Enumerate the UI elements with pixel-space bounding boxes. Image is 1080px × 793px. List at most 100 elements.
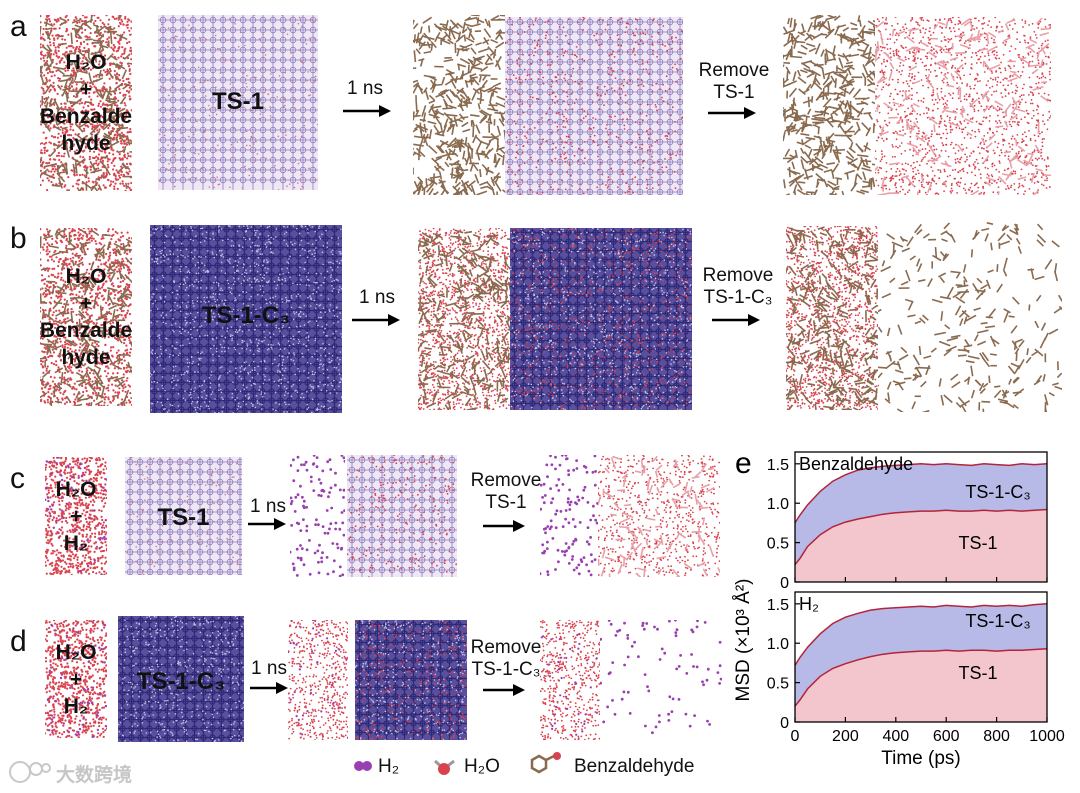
snapshot-graphic [775, 225, 885, 419]
snapshot-graphic [867, 16, 1058, 202]
series-line [794, 463, 1048, 524]
snapshot-graphic [354, 619, 468, 741]
chart-x-axis-label: Time (ps) [881, 748, 961, 769]
time-label-c: 1 ns [240, 496, 296, 518]
sim-before-a [404, 14, 511, 203]
panel-letter-d: d [10, 625, 27, 659]
y-tick-label: 1.5 [767, 457, 789, 474]
series-label: TS-1-C₃ [965, 611, 1030, 631]
arrow-d1 [250, 681, 288, 695]
snapshot-graphic [708, 107, 756, 119]
series-label: TS-1-C₃ [965, 482, 1030, 502]
time-label-a: 1 ns [330, 78, 400, 100]
zeolite-box-a [157, 14, 319, 191]
x-tick-label: 0 [791, 728, 800, 745]
arrow-a2 [708, 106, 756, 120]
snapshot-graphic [117, 615, 245, 743]
watermark-logo-icon [9, 761, 51, 783]
remove-line: Remove [465, 637, 547, 659]
sim-before-c [288, 454, 347, 578]
h2-molecule-icon [354, 761, 372, 771]
result-benz-a [775, 14, 883, 206]
remove-line: Remove [465, 470, 547, 492]
series-line [794, 508, 1048, 566]
solvent-label-a: H₂O + Benzalde hyde [40, 15, 132, 191]
snapshot-graphic [248, 518, 286, 530]
result-water-b [775, 225, 885, 419]
result-benz-b [870, 222, 1066, 417]
series-area [795, 648, 1047, 722]
snapshot-graphic [404, 14, 511, 203]
snapshot-graphic [504, 16, 684, 196]
subplot-title: H₂ [799, 594, 819, 614]
remove-label-c: Remove TS-1 [465, 470, 547, 514]
snapshot-graphic [124, 456, 244, 576]
solvent-line: H₂ [64, 693, 89, 720]
x-tick-label: 800 [983, 728, 1010, 745]
snapshot-graphic [509, 227, 693, 411]
chart-panel-letter: e [735, 447, 752, 480]
zeolite-box-d [117, 615, 245, 743]
chart-subplot-0: TS-1-C₃ TS-1 Benzaldehyde 0 0.5 1.0 1.5 [767, 451, 1048, 592]
zeolite-label-b: TS-1-C₃ [150, 302, 342, 330]
result-h2-d [599, 618, 723, 740]
zeolite-label-a: TS-1 [158, 88, 318, 116]
solvent-label-c: H₂O + H₂ [45, 457, 107, 575]
solvent-line: H₂ [64, 530, 89, 557]
remove-line: TS-1 [465, 492, 547, 514]
watermark-text: 大数跨境 [56, 760, 132, 787]
zeolite-label-d: TS-1-C₃ [118, 668, 244, 696]
snapshot-graphic [43, 618, 109, 739]
series-label: TS-1 [958, 533, 997, 553]
snapshot-graphic [483, 684, 525, 696]
sim-zeolite-b [509, 227, 693, 411]
solvent-box-c [43, 456, 109, 576]
snapshot-graphic [157, 14, 319, 191]
y-tick-label: 0 [780, 715, 789, 732]
subplot-frame [794, 591, 1048, 723]
solvent-line: + [80, 76, 92, 103]
sim-before-b [411, 227, 521, 418]
snapshot-graphic [149, 224, 343, 414]
solvent-line: H₂O [66, 263, 107, 290]
panel-letter-b: b [10, 222, 27, 256]
solvent-line: hyde [61, 130, 110, 157]
remove-line: Remove [688, 60, 780, 82]
solvent-label-d: H₂O + H₂ [45, 620, 107, 738]
solvent-line: H₂O [56, 639, 97, 666]
x-tick-label: 200 [832, 728, 859, 745]
sim-zeolite-d [354, 619, 468, 741]
time-label-b: 1 ns [342, 287, 412, 309]
remove-line: TS-1 [688, 82, 780, 104]
zeolite-box-c [124, 456, 244, 576]
x-tick-label: 600 [933, 728, 960, 745]
subplot-frame [794, 451, 1048, 583]
solvent-line: + [70, 503, 82, 530]
snapshot-graphic [775, 14, 883, 206]
solvent-label-b: H₂O + Benzalde hyde [40, 228, 132, 406]
sim-before-d [287, 618, 349, 741]
snapshot-graphic [43, 456, 109, 576]
snapshot-graphic [346, 454, 458, 578]
solvent-line: + [70, 666, 82, 693]
x-tick-label: 1000 [1029, 728, 1065, 745]
zeolite-label-c: TS-1 [125, 504, 242, 532]
legend-benz-label: Benzaldehyde [574, 756, 694, 778]
solvent-box-d [43, 618, 109, 739]
snapshot-graphic [712, 314, 760, 326]
snapshot-graphic [29, 14, 141, 198]
result-water-d [539, 619, 601, 741]
solvent-line: Benzalde [40, 317, 132, 344]
remove-line: Remove [692, 265, 784, 287]
series-area [795, 509, 1047, 582]
snapshot-graphic [343, 105, 391, 117]
remove-label-b: Remove TS-1-C₃ [692, 265, 784, 309]
snapshot-graphic [539, 619, 601, 741]
snapshot-graphic [599, 618, 723, 735]
arrow-c2 [483, 519, 525, 533]
y-tick-label: 1.5 [767, 597, 789, 614]
snapshot-graphic [870, 222, 1066, 417]
y-tick-label: 1.0 [767, 636, 789, 653]
solvent-line: + [80, 290, 92, 317]
snapshot-graphic [597, 454, 724, 585]
